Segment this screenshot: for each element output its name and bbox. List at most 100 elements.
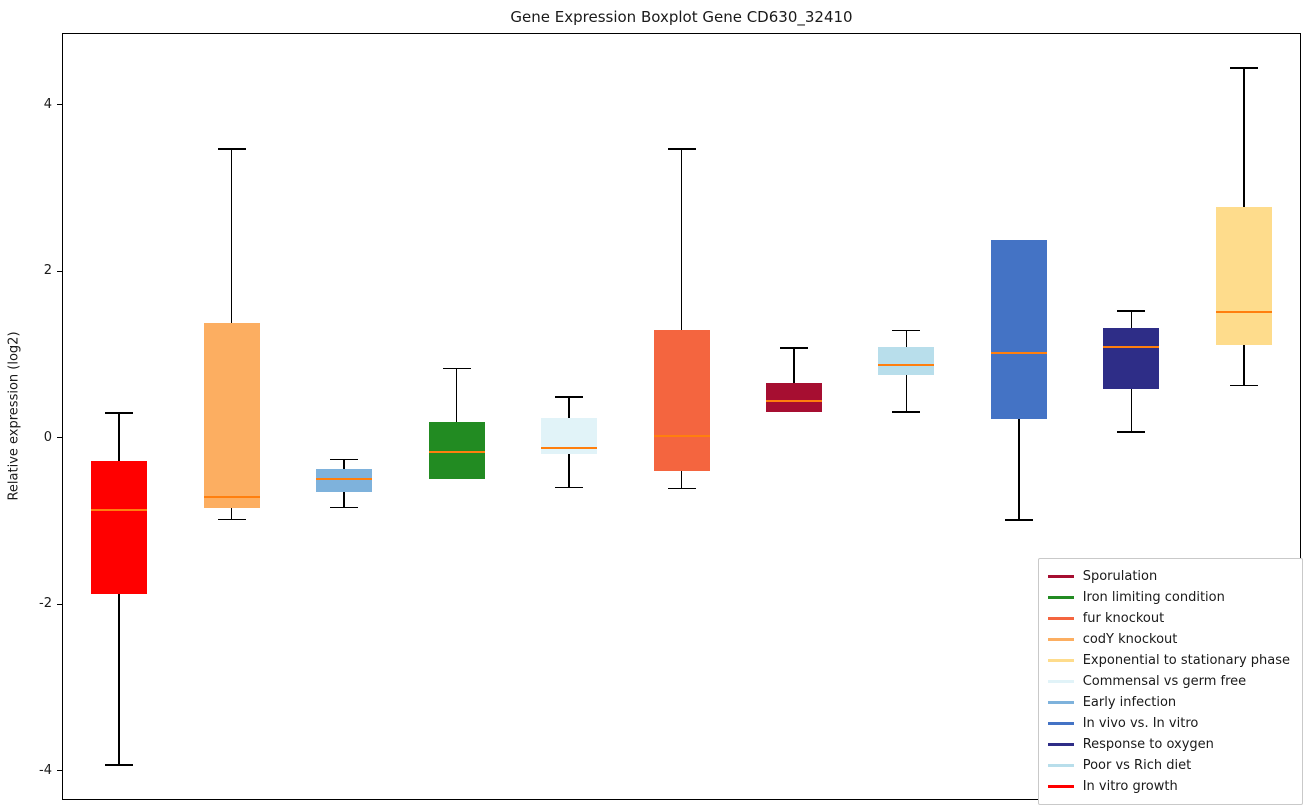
lower-whisker-cap	[892, 411, 921, 413]
upper-whisker-cap	[892, 329, 921, 332]
legend-item: In vitro growth	[1047, 776, 1290, 797]
y-tick-label: -2	[39, 596, 52, 612]
lower-whisker-line	[343, 491, 345, 508]
legend-item: Iron limiting condition	[1047, 587, 1290, 608]
upper-whisker-line	[455, 368, 458, 422]
legend-line-swatch	[1047, 764, 1074, 767]
upper-whisker-line	[343, 459, 345, 470]
y-tick-label: -4	[39, 762, 52, 778]
upper-whisker-line	[680, 148, 683, 331]
boxplot-box	[316, 469, 373, 492]
lower-whisker-line	[568, 454, 570, 488]
legend-item: Commensal vs germ free	[1047, 671, 1290, 692]
plot-area	[62, 33, 1301, 800]
y-tick-label: 0	[43, 429, 52, 445]
y-tick-mark	[57, 270, 62, 272]
legend-item: Poor vs Rich diet	[1047, 755, 1290, 776]
upper-whisker-cap	[667, 148, 696, 150]
upper-whisker-cap	[1117, 310, 1146, 312]
y-tick-mark	[57, 603, 62, 605]
legend-line-swatch	[1047, 638, 1074, 641]
legend-label: codY knockout	[1082, 632, 1178, 647]
lower-whisker-line	[1130, 388, 1133, 432]
median-line	[316, 478, 373, 481]
upper-whisker-cap	[217, 148, 246, 150]
legend-line-swatch	[1047, 575, 1074, 578]
boxplot-box	[1215, 207, 1272, 346]
boxplot-box	[653, 330, 710, 472]
y-tick-mark	[57, 437, 62, 439]
lower-whisker-line	[230, 507, 233, 520]
legend-label: In vitro growth	[1082, 779, 1178, 794]
legend-line-swatch	[1047, 617, 1074, 620]
legend-item: fur knockout	[1047, 608, 1290, 629]
median-line	[765, 400, 822, 403]
legend-line-swatch	[1047, 659, 1074, 662]
median-line	[428, 450, 485, 453]
lower-whisker-line	[680, 471, 683, 489]
legend-label: Response to oxygen	[1082, 737, 1214, 752]
legend-label: Exponential to stationary phase	[1082, 653, 1290, 668]
legend-label: Early infection	[1082, 695, 1177, 710]
legend-label: Sporulation	[1082, 569, 1158, 584]
median-line	[1103, 345, 1160, 348]
upper-whisker-cap	[105, 412, 134, 414]
upper-whisker-line	[568, 396, 570, 418]
lower-whisker-cap	[1229, 384, 1258, 387]
lower-whisker-cap	[667, 487, 696, 490]
legend-item: codY knockout	[1047, 629, 1290, 650]
boxplot-box	[91, 461, 148, 595]
median-line	[990, 351, 1047, 354]
legend-label: Poor vs Rich diet	[1082, 758, 1192, 773]
median-line	[1215, 311, 1272, 314]
upper-whisker-cap	[555, 396, 584, 398]
median-line	[878, 364, 935, 367]
legend-label: fur knockout	[1082, 611, 1165, 626]
upper-whisker-line	[1130, 311, 1133, 328]
legend-item: Early infection	[1047, 692, 1290, 713]
lower-whisker-line	[905, 375, 908, 412]
boxplot-box	[1103, 327, 1160, 389]
lower-whisker-cap	[105, 764, 134, 766]
lower-whisker-cap	[1004, 519, 1033, 521]
legend-item: In vivo vs. In vitro	[1047, 713, 1290, 734]
boxplot-box	[428, 421, 485, 480]
upper-whisker-line	[118, 412, 120, 462]
legend-line-swatch	[1047, 701, 1074, 704]
boxplot-box	[878, 346, 935, 376]
boxplot-box	[203, 322, 260, 508]
y-tick-label: 4	[43, 96, 52, 112]
median-line	[91, 509, 148, 512]
y-axis-label: Relative expression (log2)	[6, 331, 22, 501]
y-tick-mark	[57, 104, 62, 106]
lower-whisker-line	[1018, 419, 1020, 521]
boxplot-box	[765, 382, 822, 412]
lower-whisker-cap	[217, 518, 246, 521]
legend-label: In vivo vs. In vitro	[1082, 716, 1199, 731]
upper-whisker-cap	[779, 347, 808, 349]
upper-whisker-line	[1243, 68, 1245, 208]
legend-item: Exponential to stationary phase	[1047, 650, 1290, 671]
median-line	[541, 446, 598, 449]
lower-whisker-cap	[1117, 431, 1146, 433]
y-tick-mark	[57, 770, 62, 772]
chart-title: Gene Expression Boxplot Gene CD630_32410	[510, 8, 853, 26]
legend-line-swatch	[1047, 680, 1074, 683]
legend-line-swatch	[1047, 743, 1074, 746]
upper-whisker-line	[905, 330, 908, 347]
legend-item: Response to oxygen	[1047, 734, 1290, 755]
legend: Sporulation Iron limiting condition fur kn…	[1037, 558, 1303, 805]
lower-whisker-line	[118, 594, 120, 765]
lower-whisker-line	[1243, 345, 1245, 386]
legend-line-swatch	[1047, 785, 1074, 788]
median-line	[203, 495, 260, 498]
legend-label: Iron limiting condition	[1082, 590, 1225, 605]
lower-whisker-cap	[555, 486, 584, 489]
upper-whisker-line	[793, 347, 795, 383]
upper-whisker-cap	[442, 367, 471, 370]
legend-line-swatch	[1047, 596, 1074, 599]
legend-label: Commensal vs germ free	[1082, 674, 1247, 689]
boxplot-box	[541, 417, 598, 455]
upper-whisker-cap	[1229, 67, 1258, 69]
